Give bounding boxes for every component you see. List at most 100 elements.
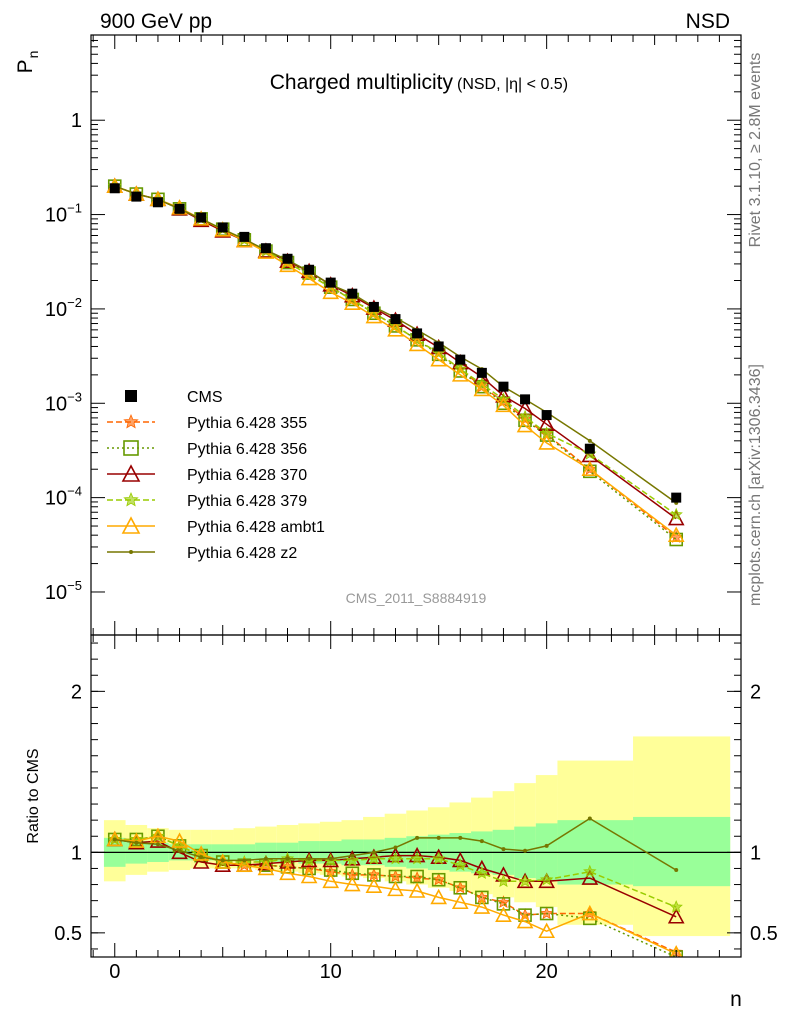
marker-square [323,863,338,877]
data-point [282,253,293,264]
data-point [671,492,682,503]
y-tick-label: 1 [71,110,82,132]
data-point [217,222,228,233]
data-point [584,443,595,454]
marker-star [583,864,597,878]
marker-dot [587,816,592,821]
marker-star [410,851,424,865]
marker-square [496,897,511,911]
rivet-info-label: Rivet 3.1.10, ≥ 2.8M events [747,53,764,248]
marker-triangle [343,875,361,892]
marker-star [432,851,446,865]
legend-label: Pythia 6.428 z2 [187,545,297,562]
data-point [260,243,271,254]
marker-triangle [473,380,491,397]
ratio-y-tick-label-right: 0.5 [750,923,778,945]
mcplots-info-label: mcplots.cern.ch [arXiv:1306.3436] [747,364,764,606]
marker-triangle [669,945,683,957]
marker-triangle [300,269,318,286]
marker-triangle [430,350,448,367]
marker-star [345,853,359,867]
watermark: CMS_2011_S8884919 [346,590,487,606]
legend-entry-5: Pythia 6.428 z2 [107,545,297,562]
data-point [304,264,315,275]
ratio-series-5 [112,816,679,873]
y-tick-label: 10−5 [45,578,82,604]
data-point [433,341,444,352]
data-point [520,394,531,405]
marker-star [496,874,511,888]
ratio-y-tick-label: 0.5 [54,923,82,945]
marker-star [410,871,424,884]
marker-dot [307,856,312,861]
data-point [368,301,379,312]
marker-star [123,413,139,429]
marker-star [367,851,381,865]
marker-triangle [106,830,124,847]
marker-triangle [451,366,469,382]
marker-dot [415,835,420,840]
marker-star [669,507,683,521]
ratio-y-axis-label: Ratio to CMS [25,748,42,843]
marker-triangle [667,908,685,924]
data-point [131,191,142,202]
marker-triangle [495,396,512,413]
marker-triangle [128,832,145,848]
marker-triangle [192,853,210,869]
marker-dot [242,858,247,863]
ratio-y-tick-label: 1 [71,842,82,864]
marker-dot [393,845,398,850]
marker-square [345,866,360,881]
legend-entry-3: Pythia 6.428 379 [107,491,307,510]
data-point [125,390,137,402]
marker-dot [544,843,549,848]
marker-triangle [279,256,296,273]
marker-triangle [408,882,426,898]
legend-label: Pythia 6.428 379 [187,493,307,510]
marker-star [669,900,683,913]
marker-dot [479,839,484,844]
header-process-label: NSD [686,10,730,33]
y-axis-label: Pn [14,51,41,74]
legend-entry-4: Pythia 6.428 ambt1 [107,516,325,536]
marker-triangle [581,904,599,921]
marker-triangle [121,516,141,534]
chart-title: Charged multiplicity [270,71,454,94]
marker-dot [350,853,355,858]
ratio-y-tick-label-right: 1 [750,842,761,864]
x-tick-label: 20 [536,961,558,983]
marker-dot [458,835,463,840]
x-axis-label: n [730,988,742,1011]
x-tick-label: 10 [320,961,342,983]
marker-square [583,464,597,479]
data-point [390,314,401,325]
marker-triangle [430,888,448,905]
data-point [455,354,466,365]
marker-triangle [516,912,534,929]
marker-triangle [279,853,296,869]
legend-label: CMS [187,389,223,406]
marker-square [367,868,381,882]
chart-subtitle: (NSD, |η| < 0.5) [457,76,568,93]
marker-star [496,895,511,908]
marker-triangle [365,307,383,324]
legend-label: Pythia 6.428 355 [187,415,307,432]
marker-star [539,872,554,886]
legend-entry-1: Pythia 6.428 356 [107,440,307,458]
marker-triangle [300,867,318,884]
marker-dot [587,438,592,443]
marker-triangle [235,856,253,873]
marker-triangle [387,880,404,897]
marker-dot [501,847,506,852]
data-point [174,203,185,214]
ratio-line [114,835,677,955]
marker-triangle [214,856,232,873]
marker-triangle [171,832,188,848]
series-line [114,185,677,541]
marker-triangle [322,283,340,300]
legend-entry-0: Pythia 6.428 355 [107,413,307,432]
marker-triangle [192,845,210,861]
y-tick-label: 10−4 [45,484,82,510]
cms-data-points [109,183,682,503]
data-point [196,212,207,223]
